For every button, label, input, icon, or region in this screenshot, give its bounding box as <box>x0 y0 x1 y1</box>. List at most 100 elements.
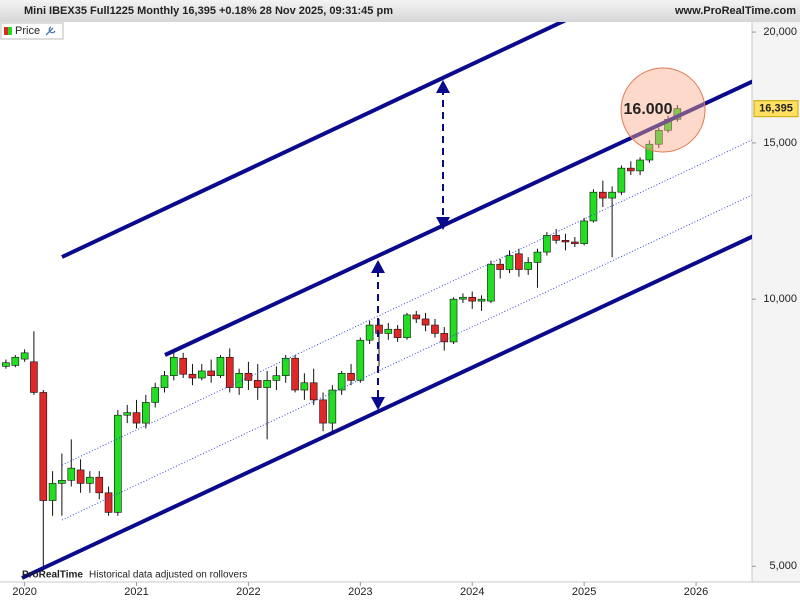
candle-body <box>524 262 532 270</box>
candle-body <box>487 263 495 302</box>
candle-body <box>30 361 38 393</box>
candle-body <box>617 167 626 193</box>
candle-body <box>169 356 178 376</box>
legend-icon <box>4 27 8 35</box>
candle-body <box>263 380 271 388</box>
candle-body <box>86 476 94 484</box>
candle-body <box>123 412 132 416</box>
candle-body <box>496 263 505 270</box>
candle-body <box>225 356 234 388</box>
channel-line <box>61 22 567 259</box>
candle-body <box>505 255 514 270</box>
x-tick-label: 2024 <box>460 586 484 598</box>
x-tick-label: 2020 <box>12 586 36 598</box>
candle-body <box>365 324 374 341</box>
candle-body <box>468 296 477 302</box>
candle-body <box>515 253 523 270</box>
candle-body <box>403 314 411 338</box>
candle-body <box>300 382 309 391</box>
candle-body <box>132 412 141 424</box>
candle-body <box>337 373 346 391</box>
candle-body <box>393 328 402 338</box>
candle-body <box>216 356 225 376</box>
candle-body <box>375 324 383 334</box>
candle-body <box>608 191 616 199</box>
candle-body <box>431 324 439 334</box>
channel-line <box>21 234 752 580</box>
candle-body <box>645 143 654 161</box>
candle-body <box>654 129 663 145</box>
x-tick-label: 2025 <box>572 586 596 598</box>
candle-body <box>20 352 29 360</box>
candle-body <box>188 373 197 379</box>
candle-body <box>95 476 104 494</box>
plot-area <box>2 105 682 567</box>
candle-body <box>571 241 579 244</box>
candle-body <box>253 380 262 388</box>
candle-body <box>421 318 430 326</box>
header-bar <box>0 0 800 22</box>
candle-body <box>76 469 85 484</box>
drawings <box>21 22 752 580</box>
candle-body <box>67 467 76 481</box>
legend-icon <box>8 27 12 35</box>
legend: Price <box>0 22 64 40</box>
x-tick-label: 2026 <box>684 586 708 598</box>
last-price-label: 16,395 <box>759 103 793 115</box>
footer-logo: ProRealTime <box>22 570 83 581</box>
candle-body <box>477 298 486 302</box>
footer-note: Historical data adjusted on rollovers <box>89 570 247 581</box>
candle-body <box>244 373 253 381</box>
candle-body <box>328 389 337 424</box>
candle-body <box>589 191 598 222</box>
candle-body <box>235 373 243 388</box>
channel-dotted <box>61 139 752 466</box>
candle-body <box>636 159 644 172</box>
candle-body <box>48 483 57 501</box>
candle-body <box>2 362 10 367</box>
candle-body <box>561 240 570 243</box>
candle-body <box>449 298 458 343</box>
candle-body <box>412 314 421 320</box>
candle-body <box>142 402 150 424</box>
candle-body <box>309 382 318 401</box>
candle-body <box>11 356 20 366</box>
candle-body <box>627 167 635 172</box>
y-tick-label: 20,000 <box>763 26 797 38</box>
chart-title: Mini IBEX35 Full1225 Monthly 16,395 +0.1… <box>24 5 393 17</box>
candle-body <box>291 357 299 391</box>
x-tick-label: 2023 <box>348 586 372 598</box>
candle-body <box>533 251 542 263</box>
y-tick-label: 5,000 <box>769 560 797 572</box>
x-tick-label: 2021 <box>124 586 148 598</box>
candle-body <box>384 328 393 334</box>
legend-label: Price <box>15 25 40 37</box>
candle-body <box>580 220 588 244</box>
candle-body <box>114 414 122 513</box>
candle-body <box>151 387 160 403</box>
candle-body <box>281 357 290 376</box>
annotation: 16.000 <box>624 101 673 118</box>
candle-body <box>543 235 551 253</box>
candle-body <box>160 375 169 388</box>
candle-body <box>207 370 215 376</box>
candle-body <box>104 492 113 513</box>
channel-dotted <box>61 194 752 521</box>
candle-body <box>347 373 355 381</box>
candle-body <box>356 339 365 381</box>
candle-body <box>272 375 281 381</box>
highlight-circle <box>620 67 706 153</box>
source: www.ProRealTime.com <box>674 5 796 17</box>
candle-body <box>552 235 560 241</box>
candle-body <box>440 333 449 343</box>
candle-body <box>319 399 327 424</box>
y-tick-label: 15,000 <box>763 137 797 149</box>
settings-icon <box>45 26 56 36</box>
channel-line <box>164 79 752 357</box>
candle-body <box>599 191 607 199</box>
last-price-tag <box>753 100 799 118</box>
legend-box <box>0 22 64 40</box>
candle-body <box>197 370 206 379</box>
candle-body <box>179 357 187 375</box>
